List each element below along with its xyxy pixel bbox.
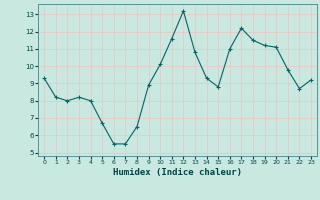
- X-axis label: Humidex (Indice chaleur): Humidex (Indice chaleur): [113, 168, 242, 177]
